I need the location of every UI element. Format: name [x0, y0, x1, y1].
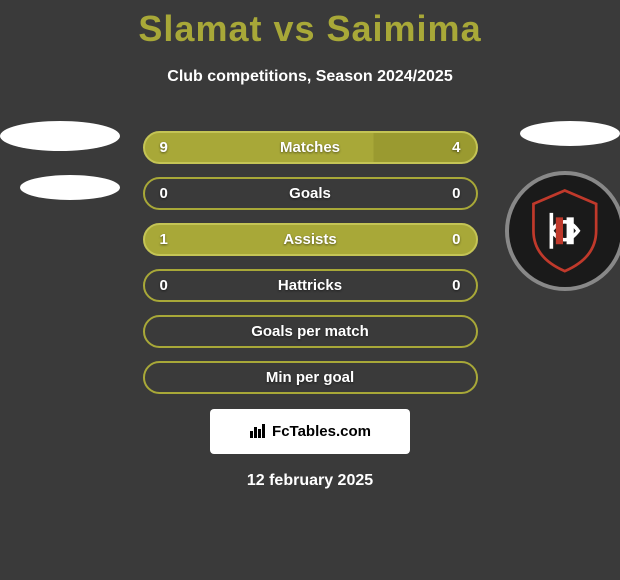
stat-left-value: 1 — [160, 231, 168, 248]
stat-left-value: 0 — [160, 277, 168, 294]
fctables-logo[interactable]: FcTables.com — [210, 409, 410, 454]
main-container: Slamat vs Saimima Club competitions, Sea… — [0, 0, 620, 490]
stat-label: Hattricks — [278, 277, 342, 294]
subtitle: Club competitions, Season 2024/2025 — [0, 68, 620, 86]
stat-left-value: 0 — [160, 185, 168, 202]
stat-label: Goals per match — [251, 323, 369, 340]
page-title: Slamat vs Saimima — [0, 0, 620, 50]
stat-bar: 0 Goals 0 — [143, 177, 478, 210]
stat-label: Goals — [289, 185, 331, 202]
stat-right-value: 0 — [452, 185, 460, 202]
avatar-left-bottom — [20, 175, 120, 200]
stat-left-value: 9 — [160, 139, 168, 156]
stats-section: 9 Matches 4 0 Goals 0 1 Assists 0 0 Hattricks 0 Goal… — [0, 131, 620, 394]
stat-bar: Min per goal — [143, 361, 478, 394]
stat-bar: 0 Hattricks 0 — [143, 269, 478, 302]
stat-bar: 1 Assists 0 — [143, 223, 478, 256]
stat-label: Matches — [280, 139, 340, 156]
stat-right-value: 4 — [452, 139, 460, 156]
club-badge-icon — [505, 171, 620, 291]
stat-label: Assists — [283, 231, 336, 248]
stat-right-value: 0 — [452, 277, 460, 294]
stat-bar: Goals per match — [143, 315, 478, 348]
stat-right-value: 0 — [452, 231, 460, 248]
chart-icon — [249, 421, 267, 443]
fctables-label: FcTables.com — [272, 423, 371, 440]
avatar-left-top — [0, 121, 120, 151]
stat-bar: 9 Matches 4 — [143, 131, 478, 164]
avatar-right-top — [520, 121, 620, 146]
stat-label: Min per goal — [266, 369, 354, 386]
date-text: 12 february 2025 — [0, 472, 620, 490]
